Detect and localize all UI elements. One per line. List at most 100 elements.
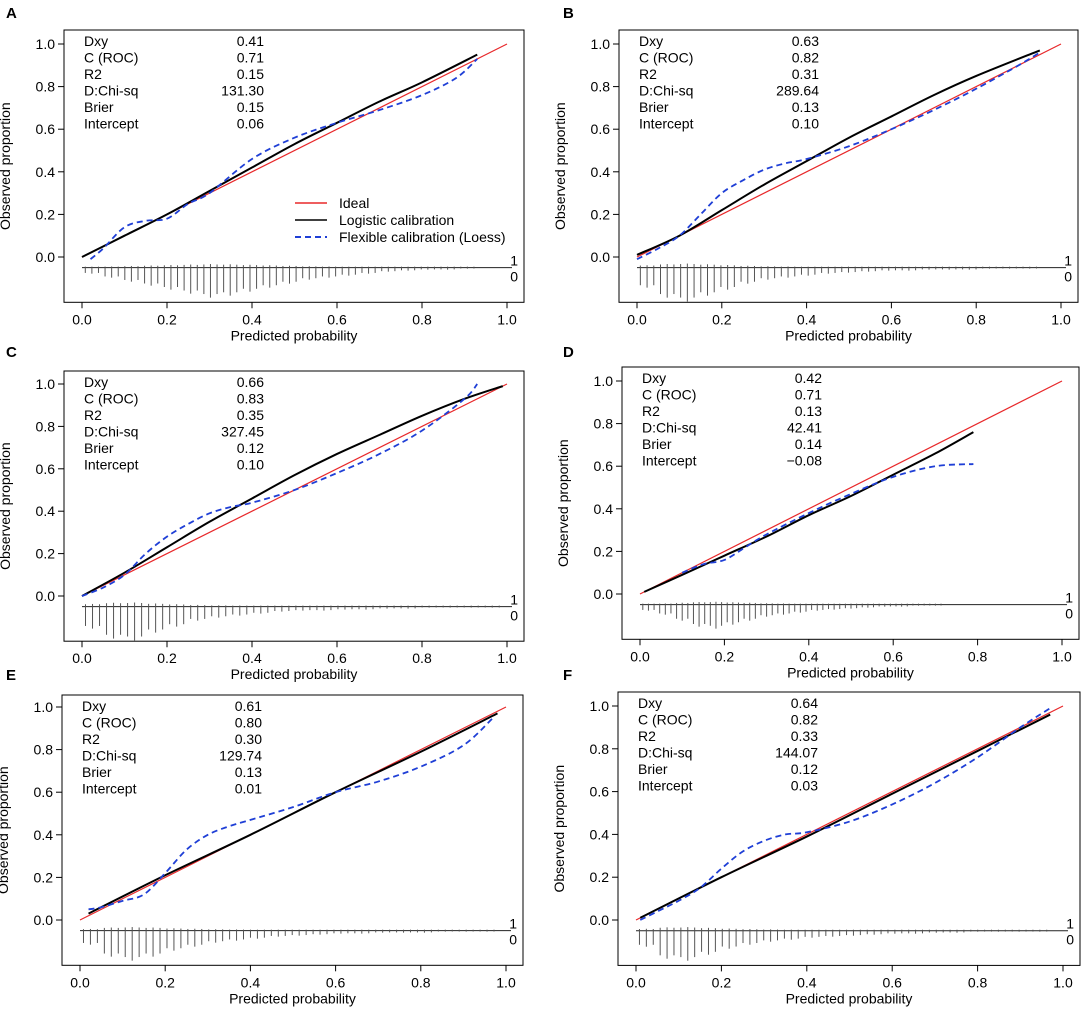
y-tick-label: 0.8 [591, 79, 611, 95]
y-axis-title: Observed proportion [555, 439, 571, 567]
y-tick-label: 0.6 [34, 784, 54, 800]
y-tick-label: 1.0 [594, 373, 614, 389]
rug-label-0: 0 [509, 932, 517, 948]
legend-label: Flexible calibration (Loess) [339, 229, 506, 245]
y-tick-label: 0.4 [591, 164, 611, 180]
stat-name: Intercept [82, 781, 137, 797]
logistic-calibration-line [639, 713, 1051, 919]
y-tick-label: 1.0 [36, 376, 56, 392]
y-tick-label: 0.0 [34, 912, 54, 928]
plot-frame [63, 370, 525, 642]
x-tick-label: 0.2 [157, 650, 177, 666]
stat-value: 0.42 [795, 370, 822, 386]
stat-value: 0.71 [237, 50, 264, 66]
stat-value: 0.10 [792, 116, 819, 132]
stat-value: 0.06 [237, 116, 264, 132]
y-tick-label: 0.6 [591, 121, 611, 137]
stat-value: 0.33 [791, 728, 818, 744]
stat-value: 0.80 [235, 715, 262, 731]
x-tick-label: 0.4 [242, 311, 262, 327]
stat-value: 0.30 [235, 731, 262, 747]
stat-name: D:Chi-sq [84, 424, 138, 440]
stat-name: Brier [638, 761, 668, 777]
x-tick-label: 1.0 [496, 974, 516, 990]
y-tick-label: 0.2 [590, 869, 610, 885]
panel-a: A 0.0 0.2 0.4 0.6 0.8 1.0 0.0 0.2 0.4 0.6 0.8 1.0 Pre… [0, 5, 525, 343]
stat-value: 0.12 [237, 440, 264, 456]
y-axis-title: Observed proportion [0, 766, 11, 894]
stat-name: D:Chi-sq [84, 83, 138, 99]
stat-value: 0.64 [791, 695, 818, 711]
x-tick-label: 0.6 [326, 974, 346, 990]
plot-frame [61, 694, 524, 966]
stat-value: 129.74 [219, 748, 262, 764]
x-tick-label: 0.2 [715, 648, 735, 664]
y-axis-title: Observed proportion [0, 102, 13, 230]
y-tick-label: 0.2 [36, 546, 56, 562]
x-tick-label: 0.4 [797, 311, 817, 327]
y-tick-label: 1.0 [591, 36, 611, 52]
x-tick-label: 0.8 [411, 974, 431, 990]
y-tick-label: 0.0 [591, 249, 611, 265]
panel-label: D [563, 344, 574, 361]
x-tick-label: 1.0 [1053, 974, 1073, 990]
y-tick-label: 0.4 [36, 503, 56, 519]
stat-name: C (ROC) [84, 50, 138, 66]
legend-label: Logistic calibration [339, 212, 454, 228]
stat-value: 0.41 [237, 33, 264, 49]
stat-value: 289.64 [776, 83, 819, 99]
x-tick-label: 1.0 [497, 650, 517, 666]
y-axis-title: Observed proportion [551, 765, 567, 893]
panel-c: C 0.0 0.2 0.4 0.6 0.8 1.0 0.0 0.2 0.4 0.6 0.8 1.0 Pre… [0, 344, 525, 682]
stat-value: 0.15 [237, 66, 264, 82]
stat-value: 0.82 [792, 50, 819, 66]
stat-name: Brier [639, 99, 669, 115]
stat-value: 0.71 [795, 387, 822, 403]
y-tick-label: 0.4 [590, 826, 610, 842]
y-axis-title: Observed proportion [552, 102, 568, 230]
y-tick-label: 0.0 [594, 586, 614, 602]
x-tick-label: 0.0 [72, 650, 92, 666]
logistic-calibration-line [88, 712, 498, 915]
stat-name: R2 [84, 66, 102, 82]
x-tick-label: 0.6 [882, 974, 902, 990]
y-tick-label: 0.8 [36, 79, 56, 95]
x-tick-label: 0.8 [968, 974, 988, 990]
y-tick-label: 0.8 [594, 416, 614, 432]
stat-name: R2 [642, 403, 660, 419]
rug-label-1: 1 [1065, 590, 1073, 606]
x-tick-label: 0.2 [712, 974, 732, 990]
stat-value: 0.82 [791, 712, 818, 728]
stat-value: 0.13 [235, 764, 262, 780]
x-axis-title: Predicted probability [229, 990, 356, 1006]
x-axis-title: Predicted probability [786, 990, 913, 1006]
stat-value: 0.03 [791, 778, 818, 794]
y-tick-label: 0.2 [594, 543, 614, 559]
x-tick-label: 0.4 [242, 650, 262, 666]
panel-label: B [563, 5, 574, 22]
x-tick-label: 1.0 [1051, 311, 1071, 327]
x-tick-label: 0.4 [799, 648, 819, 664]
y-tick-label: 0.6 [594, 458, 614, 474]
x-tick-label: 0.4 [797, 974, 817, 990]
y-tick-label: 0.6 [36, 121, 56, 137]
stat-name: Intercept [84, 116, 139, 132]
plot-frame [63, 29, 525, 303]
y-tick-label: 0.0 [36, 249, 56, 265]
panel-label: A [6, 5, 17, 22]
stat-name: Intercept [642, 453, 697, 469]
stat-name: R2 [82, 731, 100, 747]
y-tick-label: 1.0 [590, 698, 610, 714]
stat-value: 0.10 [237, 457, 264, 473]
stat-name: C (ROC) [639, 50, 693, 66]
rug-label-1: 1 [509, 916, 517, 932]
stat-value: 0.14 [795, 436, 822, 452]
legend-label: Ideal [339, 195, 369, 211]
y-tick-label: 0.2 [36, 206, 56, 222]
loess-calibration-line [89, 58, 478, 260]
stat-value: 0.13 [795, 403, 822, 419]
rug-label-0: 0 [1065, 606, 1073, 622]
stat-name: Intercept [84, 457, 139, 473]
stat-value: 0.13 [792, 99, 819, 115]
